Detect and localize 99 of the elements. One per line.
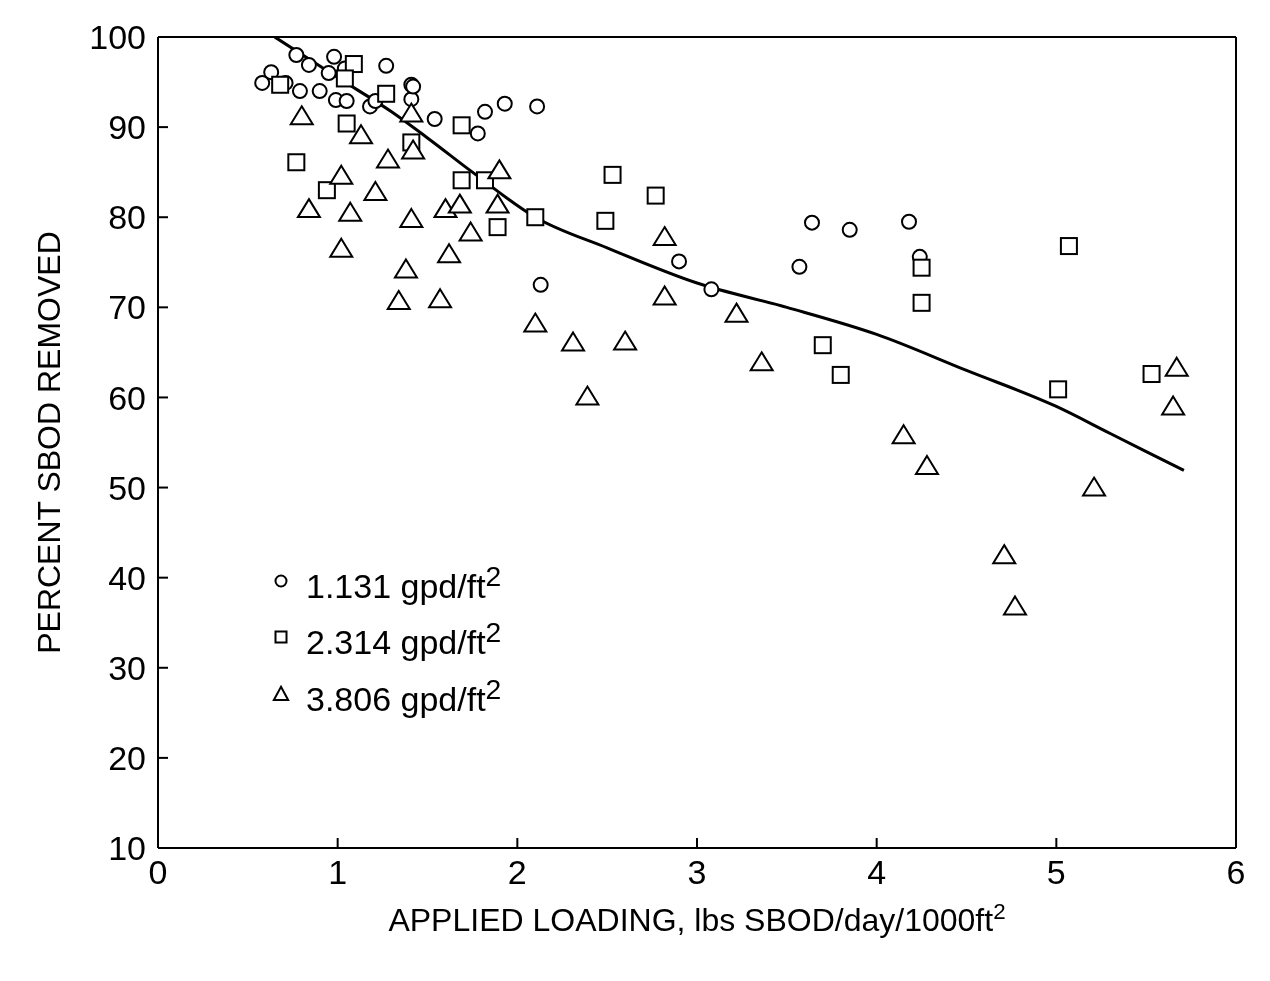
point <box>912 293 931 312</box>
point <box>992 544 1017 565</box>
point <box>363 180 388 201</box>
point <box>300 56 317 73</box>
point <box>1142 365 1161 384</box>
y-tick-label: 20 <box>108 738 146 777</box>
point <box>671 253 688 270</box>
point <box>912 258 931 277</box>
point <box>652 226 677 247</box>
x-tick-label: 1 <box>328 853 348 892</box>
point <box>375 148 400 169</box>
y-tick-label: 80 <box>108 198 146 237</box>
y-tick-label: 40 <box>108 558 146 597</box>
point <box>487 159 512 180</box>
point <box>452 116 471 135</box>
x-axis-title: APPLIED LOADING, lbs SBOD/day/1000ft$^{2}$ <box>388 898 1006 938</box>
point <box>914 454 939 475</box>
point <box>287 153 306 172</box>
point <box>749 351 774 372</box>
point <box>523 312 548 333</box>
point <box>469 125 486 142</box>
point <box>337 114 356 133</box>
y-tick-label: 100 <box>89 18 146 57</box>
x-tick-label: 5 <box>1046 853 1066 892</box>
point <box>289 105 314 126</box>
point <box>401 139 426 160</box>
legend-label: 1.131 gpd/ft$^{2}$ <box>306 559 502 608</box>
point <box>831 365 850 384</box>
point <box>377 84 396 103</box>
x-tick-label: 4 <box>867 853 887 892</box>
point <box>646 186 665 205</box>
point <box>724 302 749 323</box>
point <box>1082 476 1107 497</box>
point <box>311 83 328 100</box>
x-tick-label: 6 <box>1226 853 1246 892</box>
x-tick-label: 3 <box>687 853 707 892</box>
point <box>338 201 363 222</box>
point <box>526 208 545 227</box>
point <box>329 164 354 185</box>
point <box>575 385 600 406</box>
point <box>291 83 308 100</box>
point <box>326 48 343 65</box>
y-axis-title: PERCENT SBOD REMOVED <box>31 231 67 654</box>
point <box>476 103 493 120</box>
point <box>901 213 918 230</box>
y-tick-label: 70 <box>108 288 146 327</box>
point <box>488 218 507 237</box>
y-tick-label: 90 <box>108 108 146 147</box>
point <box>296 198 321 219</box>
point <box>703 281 720 298</box>
point <box>393 258 418 279</box>
point <box>1059 237 1078 256</box>
point <box>320 65 337 82</box>
legend-label: 3.806 gpd/ft$^{2}$ <box>306 671 502 720</box>
point <box>532 276 549 293</box>
point <box>1049 380 1068 399</box>
point <box>603 165 622 184</box>
y-tick-label: 30 <box>108 648 146 687</box>
point <box>1164 356 1189 377</box>
point <box>1161 395 1186 416</box>
point <box>428 288 453 309</box>
point <box>841 221 858 238</box>
point <box>596 211 615 230</box>
point <box>452 171 471 190</box>
y-tick-label: 10 <box>108 829 146 868</box>
point <box>1003 595 1028 616</box>
point <box>891 424 916 445</box>
point <box>485 193 510 214</box>
point <box>399 208 424 229</box>
x-tick-label: 0 <box>148 853 168 892</box>
point <box>329 237 354 258</box>
point <box>426 111 443 127</box>
point <box>529 98 546 115</box>
y-tick-label: 60 <box>108 378 146 417</box>
point <box>399 102 424 123</box>
point <box>496 95 513 112</box>
point <box>317 181 336 200</box>
legend-label: 2.314 gpd/ft$^{2}$ <box>306 615 502 664</box>
point <box>335 69 354 88</box>
point <box>437 243 462 264</box>
point <box>813 336 832 355</box>
point <box>271 75 290 94</box>
point <box>652 285 677 306</box>
point <box>263 64 280 81</box>
point <box>458 221 483 242</box>
x-tick-label: 2 <box>507 853 527 892</box>
point <box>386 290 411 311</box>
point <box>349 124 374 145</box>
point <box>338 92 355 109</box>
point <box>378 57 395 74</box>
point <box>613 330 638 351</box>
point <box>254 74 271 91</box>
point <box>288 47 305 64</box>
point <box>344 55 363 74</box>
point <box>561 331 586 352</box>
point <box>791 258 808 275</box>
point <box>803 214 820 231</box>
point <box>447 193 472 214</box>
y-tick-label: 50 <box>108 468 146 507</box>
